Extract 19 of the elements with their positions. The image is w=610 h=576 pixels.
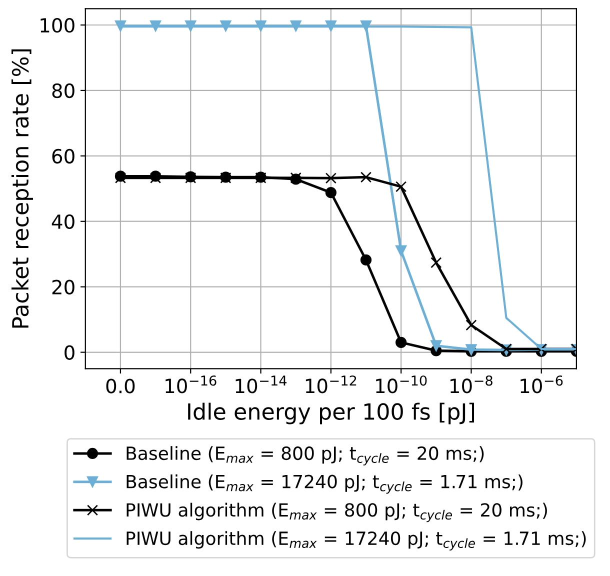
y-axis-title: Packet reception rate [%] [12, 49, 34, 328]
y-tick-label: 60 [52, 148, 74, 164]
x-axis-title: Idle energy per 100 fs [pJ] [188, 402, 474, 424]
y-tick-label: 100 [40, 18, 74, 33]
y-tick-label: 40 [52, 214, 74, 230]
legend-label: PIWU algorithm (E$_{max}$ = 800 pJ; t$_{cycle}$ = 20 ms;) [126, 502, 547, 522]
x-tick-label: 10$^{−14}$ [236, 376, 287, 394]
legend-label: PIWU algorithm (E$_{max}$ = 17240 pJ; t$_{cycle}$ = 1.71 ms;) [126, 531, 586, 550]
legend-label: Baseline (E$_{max}$ = 800 pJ; t$_{cycle}$ = 20 ms;) [126, 446, 484, 466]
y-tick-label: 20 [52, 280, 74, 294]
x-tick-label: 10$^{−10}$ [376, 375, 427, 394]
x-tick-label: 10$^{−6}$ [520, 375, 563, 394]
x-tick-label: 10$^{−8}$ [450, 375, 492, 394]
x-tick-label: 10$^{−16}$ [166, 375, 216, 394]
y-tick-label: 0 [64, 345, 74, 360]
x-tick-label: 0.0 [106, 378, 135, 394]
legend-label: Baseline (E$_{max}$ = 17240 pJ; t$_{cycle}$ = 1.71 ms;) [126, 474, 522, 494]
x-tick-label: 10$^{−12}$ [306, 375, 356, 394]
y-tick-label: 80 [52, 83, 74, 98]
